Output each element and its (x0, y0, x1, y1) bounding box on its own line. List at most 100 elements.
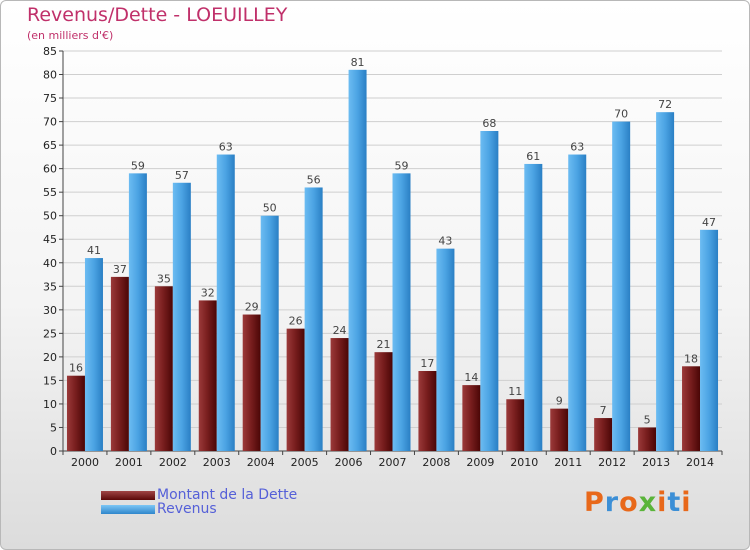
logo-letter: P (584, 487, 605, 518)
data-label-dette: 7 (600, 404, 607, 417)
y-tick-label: 5 (50, 421, 57, 434)
y-tick-label: 35 (43, 280, 57, 293)
x-tick-label: 2008 (422, 456, 450, 469)
bar-revenus (260, 215, 279, 451)
y-tick-label: 75 (43, 92, 57, 105)
bar-dette (374, 352, 393, 451)
legend-item-dette: Montant de la Dette (101, 487, 297, 503)
y-tick-label: 70 (43, 116, 57, 129)
y-tick-label: 40 (43, 257, 57, 270)
data-label-dette: 11 (508, 385, 522, 398)
data-label-dette: 5 (644, 413, 651, 426)
data-label-revenus: 41 (87, 244, 101, 257)
bar-revenus (524, 163, 543, 452)
legend-swatch-dette (101, 490, 155, 500)
logo-letter: i (681, 487, 692, 518)
y-tick-label: 25 (43, 327, 57, 340)
legend-swatch-revenus (101, 504, 155, 514)
y-tick-label: 20 (43, 351, 57, 364)
y-tick-label: 30 (43, 304, 57, 317)
bar-revenus (84, 258, 103, 451)
bars (66, 69, 719, 452)
bar-dette (110, 276, 129, 451)
bar-dette (550, 408, 569, 451)
x-tick-label: 2007 (379, 456, 407, 469)
y-tick-label: 60 (43, 163, 57, 176)
x-tick-label: 2004 (247, 456, 275, 469)
chart-subtitle: (en milliers d'€) (27, 29, 114, 42)
data-label-revenus: 59 (131, 159, 145, 172)
proxiti-logo: Proxiti (584, 487, 692, 518)
data-label-revenus: 50 (263, 202, 277, 215)
logo-letter: x (638, 487, 658, 518)
y-tick-label: 80 (43, 69, 57, 82)
bar-revenus (392, 173, 411, 451)
data-label-dette: 24 (333, 324, 347, 337)
y-tick-label: 55 (43, 186, 57, 199)
x-tick-label: 2002 (159, 456, 187, 469)
data-label-revenus: 81 (351, 56, 365, 69)
bar-dette (594, 418, 613, 451)
bar-revenus (304, 187, 323, 451)
bar-revenus (172, 182, 191, 451)
bar-revenus (128, 173, 147, 451)
data-label-dette: 17 (420, 357, 434, 370)
bar-dette (286, 328, 305, 451)
data-labels: 1641375935573263295026562481215917431468… (69, 56, 716, 427)
x-tick-label: 2001 (115, 456, 143, 469)
logo-letter: i (657, 487, 668, 518)
data-label-dette: 37 (113, 263, 127, 276)
logo-letter: t (667, 487, 682, 518)
data-label-revenus: 68 (482, 117, 496, 130)
x-tick-label: 2012 (598, 456, 626, 469)
data-label-revenus: 59 (395, 159, 409, 172)
bar-dette (506, 399, 525, 451)
bar-revenus (216, 154, 235, 451)
legend-label-revenus: Revenus (157, 501, 217, 517)
data-label-revenus: 63 (219, 141, 233, 154)
x-tick-label: 2006 (335, 456, 363, 469)
bar-dette (638, 427, 657, 451)
bar-dette (154, 286, 173, 451)
data-label-revenus: 63 (570, 141, 584, 154)
bar-dette (330, 338, 349, 451)
data-label-revenus: 47 (702, 216, 716, 229)
bar-revenus (568, 154, 587, 451)
bar-revenus (348, 69, 367, 451)
bar-dette (242, 314, 261, 451)
data-label-revenus: 61 (526, 150, 540, 163)
x-tick-label: 2010 (510, 456, 538, 469)
data-label-dette: 9 (556, 395, 563, 408)
data-label-revenus: 43 (438, 235, 452, 248)
y-tick-label: 15 (43, 374, 57, 387)
data-label-dette: 35 (157, 272, 171, 285)
data-label-dette: 29 (245, 301, 259, 314)
x-tick-label: 2000 (71, 456, 99, 469)
y-tick-label: 85 (43, 45, 57, 58)
y-tick-label: 65 (43, 139, 57, 152)
y-tick-label: 50 (43, 210, 57, 223)
bar-dette (198, 300, 217, 451)
bar-revenus (436, 248, 455, 451)
chart-title: Revenus/Dette - LOEUILLEY (27, 4, 288, 26)
y-tick-label: 0 (50, 445, 57, 458)
bar-revenus (700, 229, 719, 451)
bar-revenus (656, 112, 675, 452)
x-tick-label: 2011 (554, 456, 582, 469)
x-tick-label: 2003 (203, 456, 231, 469)
legend-label-dette: Montant de la Dette (157, 487, 298, 503)
logo-letter: o (619, 487, 639, 518)
data-label-dette: 21 (377, 338, 391, 351)
bar-dette (682, 366, 701, 451)
data-label-dette: 26 (289, 315, 303, 328)
data-label-dette: 14 (464, 371, 478, 384)
data-label-revenus: 56 (307, 173, 321, 186)
data-label-dette: 32 (201, 286, 215, 299)
x-tick-label: 2014 (686, 456, 714, 469)
data-label-revenus: 70 (614, 108, 628, 121)
bar-dette (462, 385, 481, 451)
data-label-dette: 18 (684, 352, 698, 365)
